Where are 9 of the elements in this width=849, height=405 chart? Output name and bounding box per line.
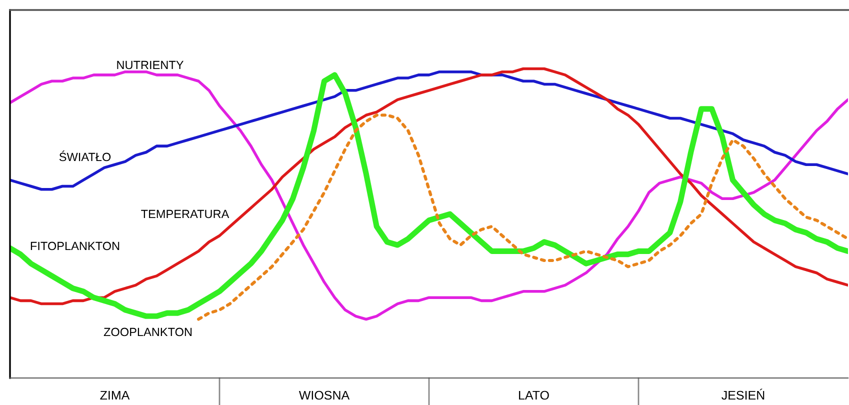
- series-label: ŚWIATŁO: [59, 150, 111, 162]
- series-label: ZOOPLANKTON: [104, 328, 192, 336]
- series-label: NUTRIENTY: [117, 60, 184, 70]
- series-label: FITOPLANKTON: [30, 242, 120, 250]
- x-tick-label: LATO: [519, 390, 549, 400]
- x-tick-label: ZIMA: [100, 390, 130, 400]
- x-tick-label: WIOSNA: [298, 390, 350, 400]
- series-label: TEMPERATURA: [141, 210, 230, 218]
- x-tick-label: JESIEŃ: [722, 388, 764, 400]
